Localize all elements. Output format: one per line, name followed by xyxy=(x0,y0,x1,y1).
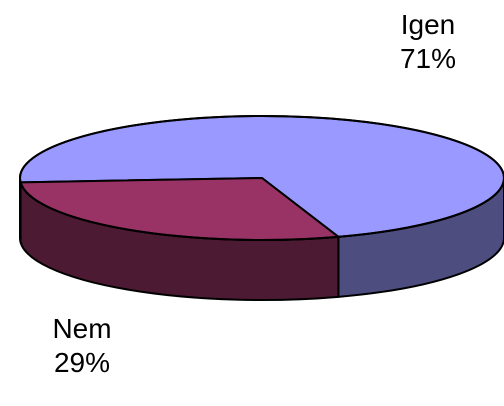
label-nem-name: Nem xyxy=(52,313,112,344)
label-nem: Nem 29% xyxy=(30,312,134,380)
label-igen: Igen 71% xyxy=(376,8,480,76)
pie-top-outline xyxy=(19,115,504,241)
label-nem-percent: 29% xyxy=(53,347,111,378)
label-igen-name: Igen xyxy=(400,9,456,40)
label-igen-percent: 71% xyxy=(399,43,457,74)
